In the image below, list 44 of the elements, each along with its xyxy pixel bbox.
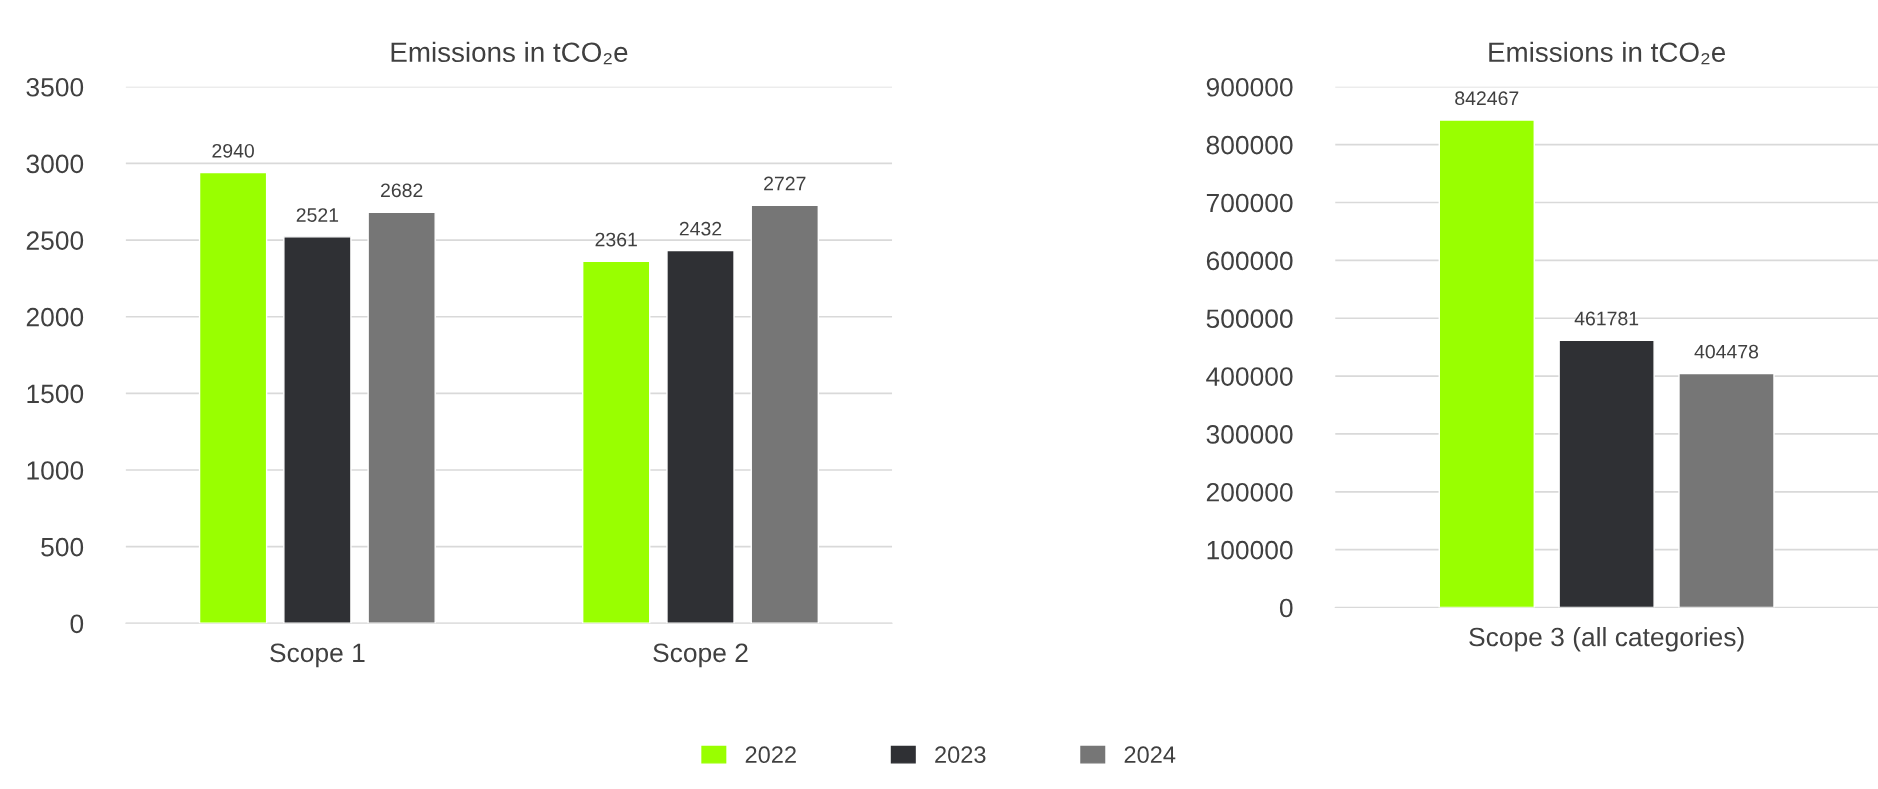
- data-label: 461781: [1574, 311, 1639, 326]
- y-tick-label: 3000: [26, 154, 84, 174]
- data-label: 404478: [1694, 344, 1759, 359]
- x-tick-label: Scope 2: [653, 643, 748, 668]
- data-label: 2940: [212, 143, 254, 158]
- x-tick-label: Scope 1: [270, 643, 365, 668]
- y-tick-label: 1500: [27, 384, 84, 404]
- y-tick-label: 2500: [26, 231, 84, 250]
- legend-label: 2024: [1124, 746, 1176, 764]
- y-tick-label: 2000: [26, 307, 84, 327]
- bar: [367, 211, 436, 624]
- y-tick-label: 500: [41, 537, 84, 557]
- bar: [666, 249, 735, 624]
- y-tick-label: 200000: [1206, 482, 1293, 502]
- data-label: 842467: [1455, 91, 1519, 106]
- y-tick-label: 100000: [1207, 540, 1293, 560]
- data-label: 2521: [296, 208, 339, 222]
- y-tick-label: 700000: [1206, 193, 1293, 213]
- y-tick-label: 1000: [27, 461, 84, 480]
- y-tick-label: 3500: [26, 77, 84, 97]
- y-tick-label: 800000: [1206, 135, 1293, 155]
- bar: [1438, 119, 1535, 608]
- bar: [283, 236, 352, 624]
- chart-title: Emissions in tCO₂e: [1489, 41, 1726, 65]
- legend-label: 2023: [935, 746, 986, 764]
- bar: [581, 260, 651, 624]
- y-tick-label: 400000: [1206, 367, 1293, 386]
- legend-label: 2022: [745, 746, 796, 764]
- data-label: 2432: [679, 221, 722, 236]
- y-tick-label: 500000: [1206, 309, 1293, 329]
- data-label: 2361: [595, 232, 637, 247]
- y-tick-label: 0: [1279, 598, 1293, 618]
- chart-title: Emissions in tCO₂e: [391, 41, 628, 65]
- x-tick-label: Scope 3 (all categories): [1469, 626, 1744, 652]
- y-tick-label: 900000: [1206, 77, 1293, 97]
- y-tick-label: 600000: [1206, 251, 1293, 271]
- y-tick-label: 0: [70, 614, 84, 634]
- bar: [750, 204, 819, 624]
- bar: [198, 171, 268, 624]
- data-label: 2727: [764, 176, 806, 191]
- bar: [1558, 339, 1655, 608]
- bar: [1678, 372, 1775, 608]
- data-label: 2682: [381, 183, 423, 198]
- y-tick-label: 300000: [1206, 425, 1293, 444]
